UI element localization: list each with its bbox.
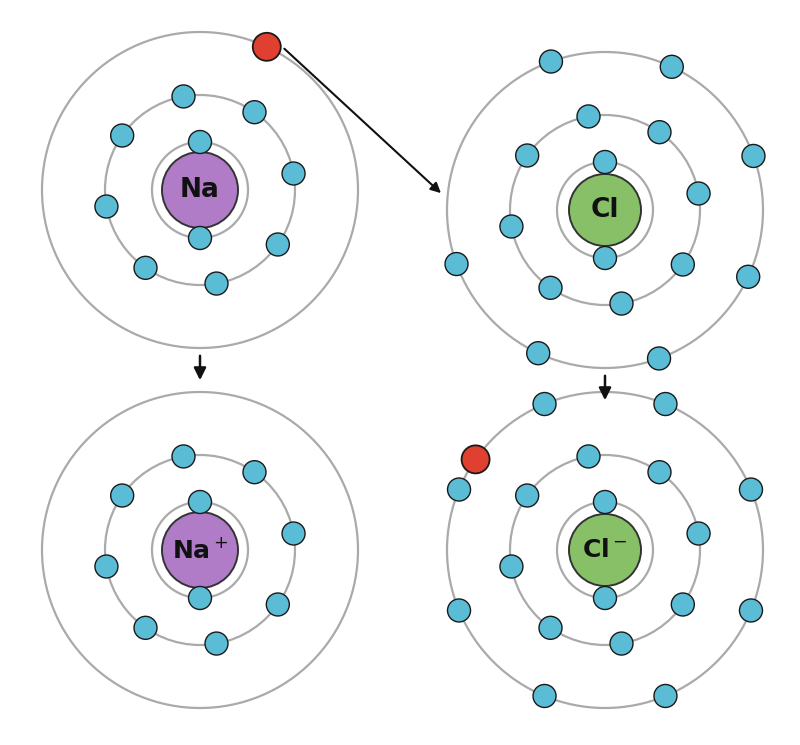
Circle shape: [447, 599, 470, 622]
Circle shape: [95, 195, 118, 218]
Circle shape: [243, 101, 266, 124]
Text: Na: Na: [180, 177, 220, 203]
Circle shape: [654, 393, 677, 416]
Circle shape: [189, 226, 211, 250]
Circle shape: [648, 460, 671, 484]
Text: Cl: Cl: [590, 197, 619, 223]
Text: Na$^+$: Na$^+$: [172, 537, 228, 562]
Circle shape: [500, 215, 523, 238]
Circle shape: [162, 152, 238, 228]
Circle shape: [110, 124, 134, 147]
Circle shape: [737, 265, 760, 288]
Circle shape: [647, 347, 670, 370]
Circle shape: [189, 490, 211, 513]
Circle shape: [594, 247, 617, 270]
Circle shape: [569, 174, 641, 246]
Circle shape: [533, 685, 556, 708]
Circle shape: [539, 276, 562, 299]
Circle shape: [172, 445, 195, 468]
Circle shape: [594, 490, 617, 513]
Circle shape: [526, 342, 550, 365]
Circle shape: [742, 145, 765, 168]
Circle shape: [266, 593, 290, 616]
Circle shape: [162, 512, 238, 588]
Circle shape: [594, 586, 617, 609]
Text: Cl$^-$: Cl$^-$: [582, 538, 628, 562]
Circle shape: [282, 522, 305, 545]
Circle shape: [205, 632, 228, 655]
Circle shape: [660, 55, 683, 78]
Circle shape: [462, 446, 490, 473]
Circle shape: [134, 256, 157, 279]
Circle shape: [671, 593, 694, 616]
Circle shape: [253, 33, 281, 61]
Circle shape: [569, 514, 641, 586]
Circle shape: [539, 616, 562, 639]
Circle shape: [654, 685, 677, 708]
Circle shape: [687, 182, 710, 205]
Circle shape: [189, 586, 211, 609]
Circle shape: [110, 484, 134, 507]
Circle shape: [577, 105, 600, 128]
Circle shape: [594, 150, 617, 174]
Circle shape: [610, 632, 633, 655]
Circle shape: [205, 272, 228, 295]
Circle shape: [533, 393, 556, 416]
Circle shape: [516, 144, 538, 167]
Circle shape: [172, 85, 195, 108]
Circle shape: [95, 555, 118, 578]
Circle shape: [610, 292, 633, 315]
Circle shape: [739, 478, 762, 501]
Circle shape: [500, 555, 523, 578]
Circle shape: [648, 121, 671, 144]
Circle shape: [445, 253, 468, 276]
Circle shape: [447, 478, 470, 501]
Circle shape: [687, 522, 710, 545]
Circle shape: [739, 599, 762, 622]
Circle shape: [577, 445, 600, 468]
Circle shape: [189, 130, 211, 153]
Circle shape: [243, 460, 266, 484]
Circle shape: [282, 162, 305, 185]
Circle shape: [516, 484, 538, 507]
Circle shape: [266, 233, 290, 256]
Circle shape: [134, 616, 157, 639]
Circle shape: [671, 253, 694, 276]
Circle shape: [539, 50, 562, 73]
